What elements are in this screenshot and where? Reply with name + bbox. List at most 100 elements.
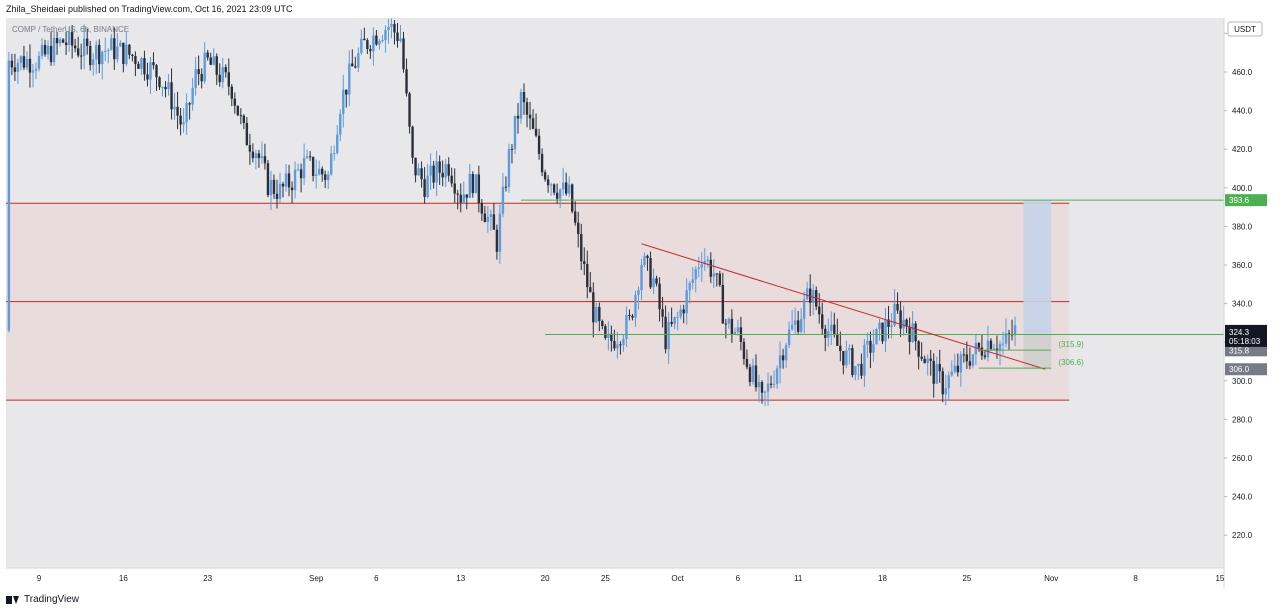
price-axis[interactable]: 220.0240.0260.0280.0300.0320.0340.0360.0…: [1224, 29, 1253, 540]
candle-body: [845, 350, 848, 366]
candle-body: [435, 161, 438, 183]
candle-body: [775, 368, 779, 384]
candle-body: [278, 183, 282, 199]
candle-body: [245, 122, 249, 146]
candle-body: [381, 40, 384, 42]
candle-body: [429, 165, 432, 176]
candle-body: [140, 58, 143, 69]
candle-body: [1007, 333, 1011, 335]
candle-body: [146, 74, 149, 80]
candle-body: [932, 360, 935, 384]
candle-body: [601, 320, 604, 327]
candle-body: [941, 371, 944, 395]
candle-body: [781, 355, 785, 361]
candle-body: [911, 323, 914, 342]
candles: [7, 18, 1017, 407]
x-tick-label: 15: [1215, 574, 1224, 583]
candle-body: [992, 348, 996, 350]
candle-body: [58, 39, 62, 44]
candle-body: [730, 318, 734, 335]
price-level-badge: [1225, 363, 1267, 376]
symbol-label: COMP / TetherUS, 6h, BINANCE: [12, 25, 129, 34]
candle-body: [872, 344, 875, 353]
range-annotation-lower: (306.6): [1058, 358, 1084, 367]
x-tick-label: 6: [736, 574, 741, 583]
candle-body: [682, 309, 685, 314]
candle-body: [1001, 343, 1005, 345]
tradingview-footer: TradingView: [6, 594, 79, 605]
chart-svg[interactable]: (315.9) (306.6) COMP / TetherUS, 6h, BINA…: [6, 18, 1268, 588]
candle-body: [275, 193, 279, 199]
candle-body: [700, 264, 703, 268]
y-tick-label: 420.0: [1232, 145, 1253, 154]
candle-body: [296, 169, 300, 171]
publish-header: Zhila_Sheidaei published on TradingView.…: [6, 4, 293, 14]
candle-body: [802, 299, 806, 319]
candle-body: [769, 383, 773, 385]
currency-badge[interactable]: USDT: [1227, 21, 1263, 37]
candle-body: [793, 320, 797, 325]
candle-body: [426, 175, 429, 198]
candle-body: [197, 69, 200, 75]
candle-body: [673, 317, 676, 324]
candle-body: [796, 320, 800, 332]
candle-body: [167, 82, 170, 90]
candle-body: [546, 179, 550, 186]
candle-body: [432, 165, 435, 183]
candle-body: [763, 391, 767, 393]
candle-body: [962, 354, 966, 356]
candle-body: [724, 323, 728, 325]
candle-body: [203, 52, 206, 82]
candle-body: [830, 324, 833, 332]
candle-body: [899, 310, 902, 329]
candle-body: [522, 92, 526, 103]
time-axis[interactable]: 9 16 23 Sep 6 13 20 25 Oct 6 11 18 25 Nov 8 15: [37, 574, 1225, 583]
candle-body: [137, 63, 140, 69]
candle-body: [89, 46, 92, 66]
price-chart[interactable]: (315.9) (306.6) COMP / TetherUS, 6h, BINA…: [6, 18, 1268, 588]
candle-body: [757, 382, 761, 388]
candle-body: [784, 345, 788, 361]
candle-body: [333, 153, 336, 155]
candle-body: [266, 163, 270, 196]
candle-body: [396, 32, 399, 42]
candle-body: [104, 51, 107, 53]
candle-body: [492, 214, 496, 230]
candle-body: [399, 38, 402, 42]
candle-body: [709, 259, 712, 277]
candle-body: [812, 290, 815, 303]
candle-body: [372, 35, 375, 52]
candle-body: [354, 66, 357, 68]
candle-body: [842, 351, 845, 366]
candle-body: [417, 168, 420, 176]
candle-body: [715, 273, 719, 275]
candle-body: [580, 234, 583, 262]
candle-body: [128, 44, 131, 55]
candle-body: [1004, 333, 1008, 344]
x-tick-label: Sep: [309, 574, 324, 583]
candle-body: [387, 26, 390, 31]
candle-body: [254, 153, 258, 159]
candle-body: [875, 328, 878, 345]
candle-body: [330, 153, 333, 175]
candle-body: [107, 50, 110, 52]
candle-body: [61, 39, 65, 43]
candle-body: [242, 115, 246, 123]
candle-body: [833, 324, 836, 334]
candle-body: [408, 93, 411, 127]
candle-body: [571, 184, 574, 212]
candle-body: [513, 115, 517, 150]
price-level-badge-text: 393.6: [1229, 196, 1250, 205]
candle-body: [598, 306, 601, 321]
candle-body: [805, 288, 809, 300]
candle-body: [134, 55, 137, 64]
candle-body: [935, 363, 938, 384]
candle-body: [152, 62, 155, 66]
x-tick-label: 6: [374, 574, 379, 583]
candle-body: [471, 174, 474, 194]
candle-body: [98, 44, 101, 65]
candle-body: [86, 38, 89, 47]
candle-body: [206, 52, 209, 58]
candle-body: [375, 35, 378, 45]
candle-body: [534, 128, 538, 136]
